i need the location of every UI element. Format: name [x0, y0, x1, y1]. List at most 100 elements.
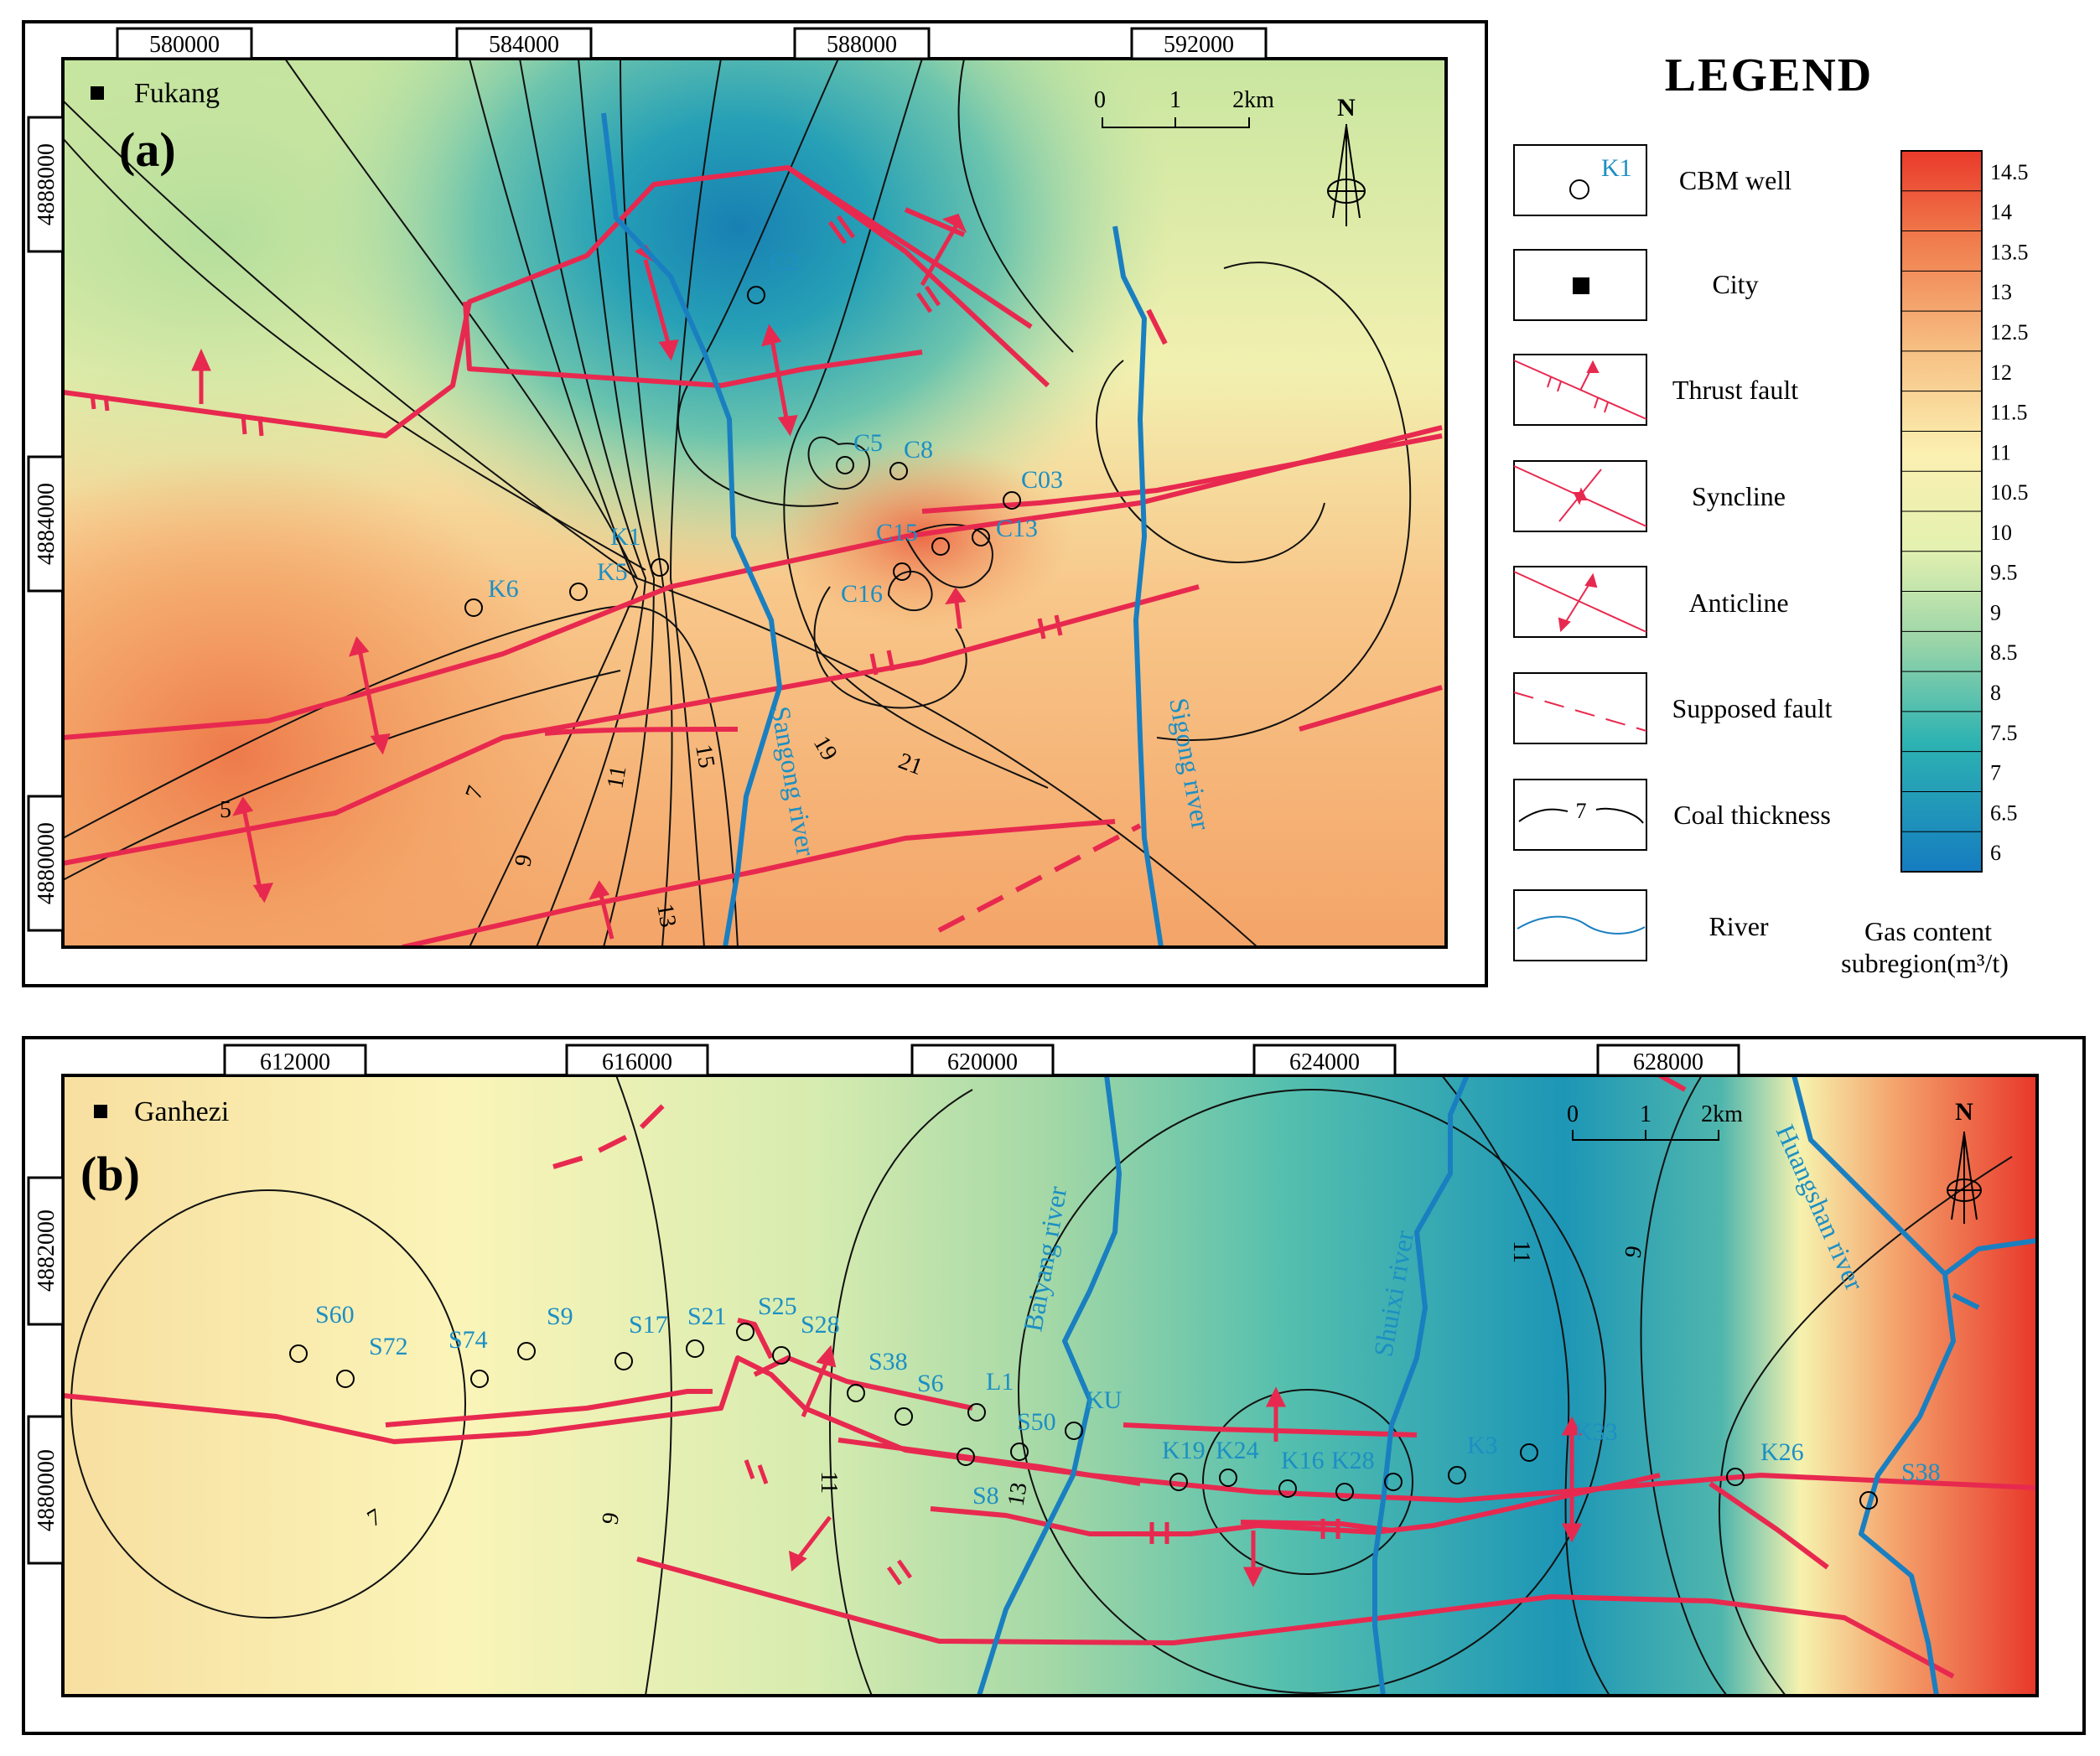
panel-a-fault-ticks — [90, 215, 1063, 676]
contour-label: 15 — [690, 743, 719, 770]
contour-label: 11 — [1508, 1241, 1534, 1263]
legend-well-icon — [1569, 179, 1589, 199]
colorbar-tick-label: 11.5 — [1990, 401, 2028, 425]
panel-b-well-labels: S60 S72 S74 S9 S17 S21 S25 S28 S38 S6 L1… — [315, 1292, 1941, 1510]
contour-label: 11 — [602, 764, 631, 790]
panel-b-contours — [70, 1075, 2013, 1696]
contour-label: 5 — [220, 797, 231, 823]
x-tick-label: 624000 — [1289, 1049, 1360, 1075]
fault-a8 — [402, 819, 1116, 947]
panel-b-y-ticks: 4882000 4880000 — [27, 1176, 65, 1565]
y-tick-label: 4882000 — [34, 1210, 60, 1292]
legend: LEGEND K1 — [1513, 49, 2029, 978]
fault-a6 — [63, 584, 1200, 866]
well-marker — [1726, 1468, 1745, 1486]
scale-two: 2km — [1701, 1101, 1743, 1127]
well-label: S28 — [801, 1311, 840, 1339]
contour-label: 9 — [1620, 1244, 1647, 1260]
colorbar-tick-label: 6 — [1990, 841, 2001, 865]
well-marker — [614, 1352, 633, 1370]
fault-b8 — [1240, 1520, 1392, 1533]
fault-a3 — [786, 165, 1033, 329]
fault-a1 — [63, 165, 1050, 438]
panel-a-rivers — [601, 112, 1164, 947]
x-tick-label: 580000 — [149, 32, 220, 58]
well-label: C15 — [876, 519, 918, 546]
scale-zero: 0 — [1567, 1101, 1579, 1127]
colorbar-tick-label: 7.5 — [1990, 721, 2018, 745]
contour-label: 11 — [816, 1471, 842, 1494]
panel-b-wells — [289, 1323, 1878, 1510]
well-label: S72 — [369, 1333, 408, 1360]
colorbar-ticks — [1901, 190, 1982, 832]
panel-a-fold-arrows — [191, 213, 967, 940]
fault-b2 — [385, 1389, 713, 1427]
legend-swatches — [1513, 144, 1647, 961]
huangshan-river-line — [1791, 1075, 1956, 1696]
well-marker — [893, 562, 911, 581]
x-tick-label: 620000 — [947, 1049, 1018, 1075]
panel-a-outer-frame — [22, 20, 1488, 987]
panel-a-supposed-fault — [937, 823, 1142, 933]
colorbar-caption: subregion(m³/t) — [1841, 948, 2009, 978]
well-label: KU — [1086, 1386, 1123, 1414]
colorbar-tick-label: 7 — [1990, 761, 2001, 785]
colorbar-tick-label: 8 — [1990, 681, 2001, 705]
well-label: K33 — [1574, 1418, 1618, 1446]
well-label: S38 — [869, 1348, 908, 1375]
well-marker — [686, 1339, 704, 1358]
well-label: S60 — [315, 1301, 355, 1329]
contour-label: 13 — [1003, 1480, 1032, 1508]
legend-title: LEGEND — [1665, 49, 1874, 101]
legend-syncline-icon — [1513, 465, 1647, 527]
shuixi-river-line — [1372, 1075, 1470, 1696]
fault-a5 — [63, 425, 1443, 740]
well-label: K6 — [488, 575, 519, 603]
panel-a: 580000 584000 588000 592000 4888000 4884… — [22, 20, 1488, 987]
well-label: K19 — [1162, 1437, 1206, 1464]
colorbar-tick-label: 14 — [1990, 200, 2012, 225]
legend-label: Supposed fault — [1672, 693, 1832, 723]
panel-b-scale-bar — [1572, 1130, 1719, 1141]
well-label: S74 — [449, 1326, 488, 1354]
well-label: C8 — [904, 436, 933, 464]
well-marker — [1520, 1443, 1538, 1462]
fault-a7 — [544, 727, 739, 736]
colorbar-tick-label: 8.5 — [1990, 640, 2018, 665]
well-label: C13 — [996, 515, 1038, 542]
well-label: C03 — [1021, 466, 1063, 494]
well-marker — [889, 462, 908, 480]
y-tick-label: 4884000 — [34, 483, 60, 565]
colorbar-tick-label: 13.5 — [1990, 240, 2029, 264]
well-label: S50 — [1017, 1408, 1056, 1436]
well-marker — [651, 558, 669, 577]
well-label: S38 — [1901, 1458, 1941, 1486]
well-label: S25 — [758, 1292, 797, 1320]
well-label: K5 — [597, 558, 628, 586]
colorbar-tick-label: 6.5 — [1990, 800, 2018, 825]
fault-a9 — [921, 433, 1443, 514]
panel-b-outer-frame — [22, 1036, 2086, 1735]
well-label: K26 — [1760, 1438, 1804, 1466]
contour-label: 9 — [597, 1510, 625, 1526]
legend-label: Coal thickness — [1673, 800, 1831, 830]
scale-two: 2km — [1232, 87, 1274, 113]
panel-b-x-ticks: 612000 616000 620000 624000 628000 — [223, 1044, 1740, 1077]
well-marker — [1065, 1422, 1083, 1440]
panel-b-contour-labels: 7 9 11 13 11 9 — [363, 1241, 1647, 1532]
well-label: K16 — [1281, 1447, 1325, 1474]
well-marker — [464, 598, 483, 617]
colorbar-caption: Gas content — [1864, 916, 1992, 946]
well-marker — [289, 1344, 308, 1363]
legend-label: CBM well — [1679, 165, 1791, 195]
colorbar-tick-label: 9.5 — [1990, 561, 2018, 585]
fault-a11 — [1146, 308, 1168, 345]
panel-a-contour-labels: 5 7 9 11 13 15 19 21 — [220, 732, 926, 930]
colorbar-tick-labels: 14.5 14 13.5 13 12.5 12 11.5 11 10.5 10 9.5 9 8.5 8 7.… — [1990, 160, 2029, 865]
well-marker — [957, 1448, 975, 1466]
well-label: K28 — [1331, 1447, 1375, 1474]
fault-b3 — [753, 1355, 973, 1411]
north-arrow-icon — [1947, 1132, 1982, 1224]
panel-b-fault-ticks — [744, 1459, 1340, 1586]
